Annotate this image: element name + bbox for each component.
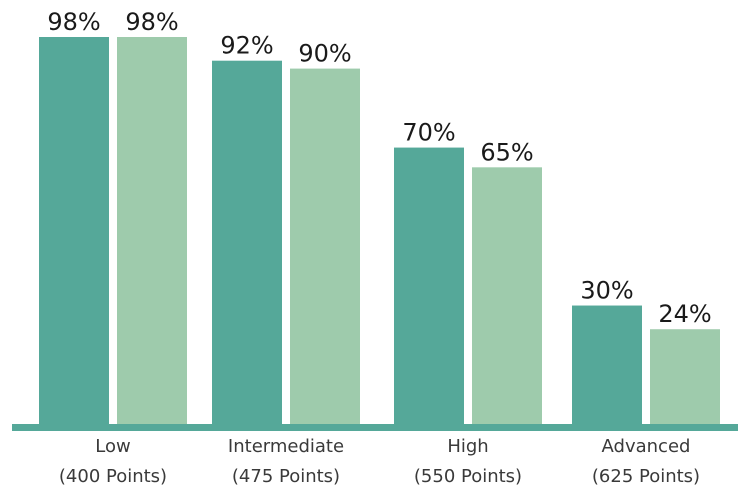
bar-2-series-1: [472, 167, 542, 424]
value-label-2-series-1: 65%: [480, 138, 533, 166]
category-label-1-line-1: (475 Points): [232, 466, 340, 487]
bar-1-series-1: [290, 68, 360, 425]
value-labels-group: 98% 92% 70% 30% 98% 90% 65% 24%: [47, 8, 711, 328]
category-labels-group: Low (400 Points) Intermediate (475 Points) H…: [59, 436, 700, 487]
value-label-3-series-0: 30%: [580, 277, 633, 305]
value-label-1-series-1: 90%: [298, 40, 351, 68]
category-label-2-line-1: (550 Points): [414, 466, 522, 487]
bar-2-series-0: [394, 147, 464, 425]
category-label-1-line-0: Intermediate: [228, 436, 344, 457]
value-label-0-series-0: 98%: [47, 8, 100, 36]
value-label-0-series-1: 98%: [125, 8, 178, 36]
value-label-2-series-0: 70%: [402, 119, 455, 147]
value-label-1-series-0: 92%: [220, 32, 273, 60]
category-label-2-line-0: High: [447, 436, 488, 457]
bars-group: [39, 37, 720, 425]
bar-0-series-1: [117, 37, 187, 424]
category-label-3-line-0: Advanced: [602, 436, 691, 457]
x-axis-baseline: [12, 424, 738, 431]
bar-3-series-1: [650, 329, 720, 424]
category-label-3-line-1: (625 Points): [592, 466, 700, 487]
value-label-3-series-1: 24%: [658, 300, 711, 328]
bar-0-series-0: [39, 37, 109, 424]
bar-1-series-0: [212, 60, 282, 424]
category-label-0-line-1: (400 Points): [59, 466, 167, 487]
category-label-0-line-0: Low: [95, 436, 130, 457]
bar-3-series-0: [572, 305, 642, 424]
